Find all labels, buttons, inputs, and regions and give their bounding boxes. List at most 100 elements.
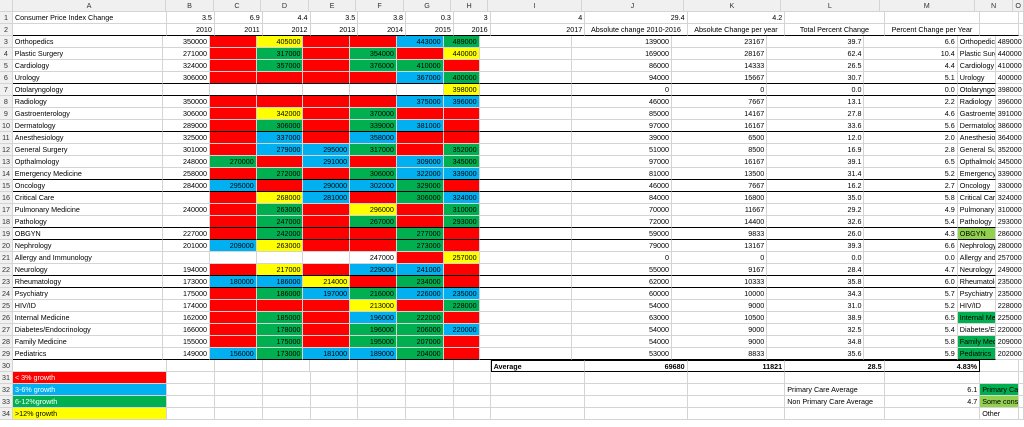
column-header-b[interactable]: B — [166, 0, 214, 12]
cell-a16[interactable]: Critical Care — [12, 192, 164, 204]
cell-l28[interactable]: 34.8 — [767, 336, 865, 348]
cell-f33[interactable] — [358, 396, 407, 408]
cell-d24[interactable]: 186000 — [256, 288, 304, 300]
cell-e2[interactable]: 2013 — [310, 24, 359, 36]
cell-m3[interactable]: 6.6 — [864, 36, 958, 48]
cell-h4[interactable]: 440000 — [443, 48, 480, 60]
cell-c21[interactable] — [210, 252, 257, 264]
cell-c11[interactable]: 309000 — [210, 132, 257, 144]
cell-b1[interactable]: 3.5 — [167, 12, 215, 24]
row-number[interactable]: 33 — [0, 396, 13, 408]
cell-m24[interactable]: 5.7 — [864, 288, 958, 300]
cell-a10[interactable]: Dermatology — [12, 120, 164, 132]
cell-j23[interactable]: 62000 — [571, 276, 673, 288]
cell-i11[interactable] — [479, 132, 572, 144]
cell-e28[interactable]: 176000 — [303, 336, 351, 348]
cell-g10[interactable]: 381000 — [396, 120, 444, 132]
cell-g12[interactable]: 322000 — [396, 144, 444, 156]
cell-h33[interactable] — [453, 396, 491, 408]
cell-d6[interactable]: 340000 — [256, 72, 304, 84]
cell-m29[interactable]: 5.9 — [864, 348, 958, 360]
row-number[interactable]: 26 — [0, 312, 13, 324]
cell-g11[interactable]: 360000 — [396, 132, 444, 144]
cell-k10[interactable]: 16167 — [672, 120, 768, 132]
cell-a8[interactable]: Radiology — [12, 96, 164, 108]
cell-m19[interactable]: 4.3 — [864, 228, 958, 240]
cell-k20[interactable]: 13167 — [672, 240, 768, 252]
cell-n1[interactable] — [980, 12, 1020, 24]
cell-i33[interactable] — [490, 396, 586, 408]
cell-k15[interactable]: 7667 — [672, 180, 768, 192]
cell-d27[interactable]: 178000 — [256, 324, 304, 336]
cell-b15[interactable]: 284000 — [163, 180, 211, 192]
cell-m9[interactable]: 4.6 — [864, 108, 958, 120]
cell-j5[interactable]: 86000 — [571, 60, 673, 72]
cell-c12[interactable]: 265000 — [210, 144, 257, 156]
cell-l6[interactable]: 30.7 — [767, 72, 865, 84]
cell-d9[interactable]: 342000 — [256, 108, 304, 120]
cell-o13[interactable]: 345000 — [995, 156, 1024, 168]
cell-a4[interactable]: Plastic Surgery — [12, 48, 164, 60]
cell-a24[interactable]: Psychiatry — [12, 288, 164, 300]
cell-c33[interactable] — [214, 396, 263, 408]
row-number[interactable]: 12 — [0, 144, 13, 156]
cell-f28[interactable]: 195000 — [350, 336, 397, 348]
cell-j16[interactable]: 84000 — [571, 192, 673, 204]
cell-o27[interactable]: 220000 — [995, 324, 1024, 336]
cell-g26[interactable]: 222000 — [396, 312, 444, 324]
cell-f13[interactable]: 292000 — [350, 156, 397, 168]
cell-k16[interactable]: 16800 — [672, 192, 768, 204]
cell-f12[interactable]: 317000 — [350, 144, 397, 156]
cell-a20[interactable]: Nephrology — [12, 240, 164, 252]
cell-f6[interactable]: 344000 — [350, 72, 397, 84]
cell-a22[interactable]: Neurology — [12, 264, 164, 276]
cell-g31[interactable] — [406, 372, 454, 384]
cell-b20[interactable]: 201000 — [163, 240, 211, 252]
row-number[interactable]: 17 — [0, 204, 13, 216]
cell-i13[interactable] — [479, 156, 572, 168]
cell-e11[interactable]: 338000 — [303, 132, 351, 144]
row-number[interactable]: 9 — [0, 108, 13, 120]
cell-a32[interactable]: 3-6% growth — [12, 384, 168, 396]
cell-d21[interactable] — [256, 252, 304, 264]
cell-g28[interactable]: 207000 — [396, 336, 444, 348]
cell-n4[interactable]: Plastic Surgery — [957, 48, 996, 60]
column-header-h[interactable]: H — [451, 0, 488, 12]
cell-d12[interactable]: 279000 — [256, 144, 304, 156]
cell-j19[interactable]: 59000 — [571, 228, 673, 240]
cell-f5[interactable]: 376000 — [350, 60, 397, 72]
cell-f15[interactable]: 302000 — [350, 180, 397, 192]
cell-h10[interactable]: 386000 — [443, 120, 480, 132]
cell-g15[interactable]: 329000 — [396, 180, 444, 192]
cell-i14[interactable] — [479, 168, 572, 180]
cell-g5[interactable]: 410000 — [396, 60, 444, 72]
cell-d18[interactable]: 247000 — [256, 216, 304, 228]
cell-f17[interactable]: 296000 — [350, 204, 397, 216]
cell-f8[interactable]: 351000 — [350, 96, 397, 108]
cell-e10[interactable]: 308000 — [303, 120, 351, 132]
cell-b22[interactable]: 194000 — [163, 264, 211, 276]
cell-m27[interactable]: 5.4 — [864, 324, 958, 336]
cell-d30[interactable] — [262, 360, 311, 372]
cell-k6[interactable]: 15667 — [672, 72, 768, 84]
cell-c18[interactable]: 221000 — [210, 216, 257, 228]
cell-i32[interactable] — [490, 384, 586, 396]
cell-i20[interactable] — [479, 240, 572, 252]
cell-h6[interactable]: 400000 — [443, 72, 480, 84]
cell-i29[interactable] — [479, 348, 572, 360]
cell-n21[interactable]: Allergy and Immunology — [957, 252, 996, 264]
cell-d25[interactable]: 170000 — [256, 300, 304, 312]
cell-h23[interactable]: 235000 — [443, 276, 480, 288]
cell-b25[interactable]: 174000 — [163, 300, 211, 312]
column-header-k[interactable]: K — [683, 0, 781, 12]
cell-b29[interactable]: 149000 — [163, 348, 211, 360]
cell-h8[interactable]: 396000 — [443, 96, 480, 108]
cell-o26[interactable]: 225000 — [995, 312, 1024, 324]
cell-a13[interactable]: Opthalmology — [12, 156, 164, 168]
cell-d8[interactable]: 349000 — [256, 96, 304, 108]
cell-l25[interactable]: 31.0 — [767, 300, 865, 312]
cell-c6[interactable]: 309000 — [210, 72, 257, 84]
cell-e6[interactable]: 348000 — [303, 72, 351, 84]
cell-f29[interactable]: 189000 — [350, 348, 397, 360]
cell-b23[interactable]: 173000 — [163, 276, 211, 288]
